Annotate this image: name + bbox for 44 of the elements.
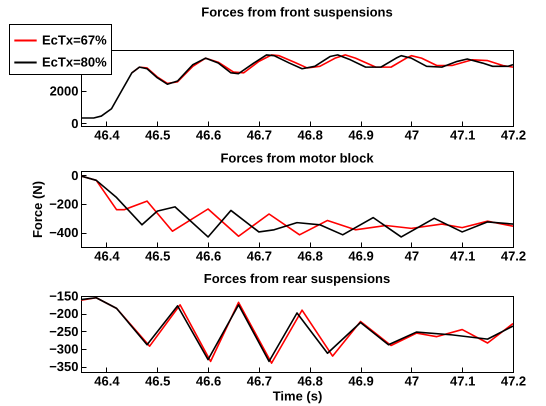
y-tick-label: −200 — [49, 306, 78, 322]
x-tick-label: 46.9 — [348, 128, 374, 142]
x-tick-label: 47.1 — [450, 248, 476, 264]
x-tick-label: 46.6 — [196, 248, 222, 264]
x-tick-label: 46.8 — [298, 128, 323, 142]
x-tick-label: 46.9 — [348, 248, 374, 264]
y-tick-label: −150 — [49, 288, 78, 304]
x-tick-label: 47 — [404, 128, 420, 142]
x-tick-label: 47 — [404, 248, 420, 264]
x-tick-label: 46.5 — [145, 128, 170, 142]
x-tick-label: 46.4 — [94, 128, 120, 142]
x-tick-label: 46.4 — [94, 374, 120, 388]
y-tick-label: 2000 — [50, 83, 78, 98]
chart-title: Forces from front suspensions — [201, 4, 393, 20]
y-tick-label: −400 — [49, 225, 78, 240]
x-tick-label: 47.2 — [500, 248, 526, 264]
x-tick-label: 47.2 — [500, 374, 526, 388]
y-tick-label: −300 — [49, 342, 78, 357]
x-tick-label: 46.5 — [145, 374, 170, 388]
x-tick-label: 47.2 — [500, 128, 526, 142]
x-axis-title: Time (s) — [272, 388, 322, 404]
legend-label: EcTx=67% — [42, 32, 108, 48]
x-tick-label: 47 — [404, 374, 420, 388]
y-tick-label: 0 — [71, 116, 78, 131]
x-tick-label: 46.8 — [298, 374, 323, 388]
x-tick-label: 46.4 — [94, 248, 120, 264]
y-tick-label: −250 — [49, 324, 78, 339]
x-tick-label: 46.7 — [246, 374, 272, 388]
x-tick-label: 47.1 — [450, 374, 476, 388]
x-tick-label: 46.5 — [145, 248, 170, 264]
chart-title: Forces from motor block — [220, 150, 374, 166]
legend-label: EcTx=80% — [42, 54, 108, 70]
y-tick-label: −350 — [49, 359, 78, 374]
x-tick-label: 46.8 — [298, 248, 323, 264]
x-tick-label: 46.6 — [196, 374, 222, 388]
x-tick-label: 47.1 — [450, 128, 476, 142]
x-tick-label: 46.7 — [246, 128, 272, 142]
x-tick-label: 46.7 — [246, 248, 272, 264]
y-tick-label: 0 — [71, 168, 78, 183]
chart-title: Forces from rear suspensions — [204, 271, 390, 286]
x-tick-label: 46.9 — [348, 374, 374, 388]
y-tick-label: −200 — [49, 196, 78, 212]
y-axis-title: Force (N) — [30, 180, 46, 238]
x-tick-label: 46.6 — [196, 128, 222, 142]
